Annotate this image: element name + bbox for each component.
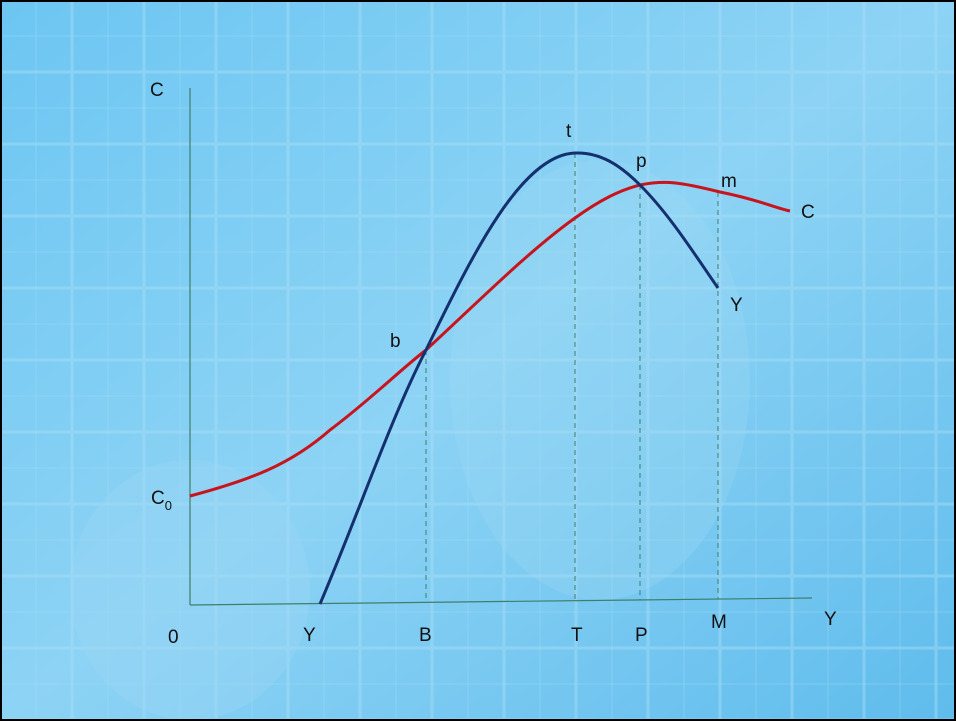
x-axis-label: Y bbox=[824, 609, 837, 630]
x-mark-label: M bbox=[711, 612, 727, 633]
intercept-label: C0 bbox=[151, 488, 172, 513]
point-label: t bbox=[566, 121, 572, 142]
point-label: m bbox=[721, 171, 737, 192]
x-mark-label: B bbox=[419, 625, 432, 646]
background-figure bbox=[450, 160, 750, 600]
x-axis bbox=[189, 597, 813, 606]
origin-label: 0 bbox=[168, 627, 179, 648]
curve-label: C bbox=[801, 202, 815, 223]
y-axis-label: C bbox=[150, 80, 164, 101]
intercept-sub: 0 bbox=[165, 498, 172, 513]
x-mark-label: P bbox=[635, 625, 648, 646]
x-mark-label: T bbox=[571, 625, 583, 646]
output-curve bbox=[318, 151, 720, 605]
point-label: b bbox=[390, 331, 401, 352]
cost-curve bbox=[189, 180, 791, 498]
curve-label: Y bbox=[730, 295, 743, 316]
point-label: p bbox=[636, 151, 647, 172]
intercept-text: C bbox=[151, 488, 165, 509]
x-mark-label: Y bbox=[303, 625, 316, 646]
